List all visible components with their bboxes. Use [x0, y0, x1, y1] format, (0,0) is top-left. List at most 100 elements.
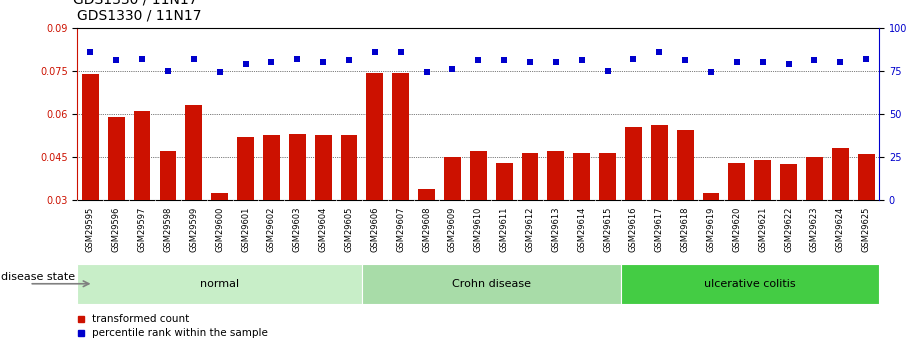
Text: transformed count: transformed count: [92, 314, 189, 324]
Point: [109, 58, 124, 63]
Bar: [522, 152, 538, 286]
Text: GSM29601: GSM29601: [241, 206, 250, 252]
Point: [575, 58, 589, 63]
Bar: [134, 111, 150, 286]
Bar: [237, 137, 254, 286]
Text: GSM29621: GSM29621: [758, 206, 767, 252]
Point: [135, 56, 149, 61]
Bar: [82, 73, 98, 286]
Bar: [625, 127, 642, 286]
Bar: [107, 117, 125, 286]
Text: GSM29599: GSM29599: [189, 206, 199, 252]
Bar: [650, 125, 668, 286]
Point: [394, 49, 408, 55]
Bar: [366, 73, 384, 286]
Text: GSM29596: GSM29596: [112, 206, 121, 252]
Point: [160, 68, 175, 73]
Text: GSM29603: GSM29603: [292, 206, 302, 252]
Bar: [263, 136, 280, 286]
Point: [652, 49, 667, 55]
Point: [367, 49, 382, 55]
Point: [755, 59, 770, 65]
Text: disease state: disease state: [1, 272, 75, 282]
Point: [833, 59, 847, 65]
Bar: [548, 151, 564, 286]
Text: percentile rank within the sample: percentile rank within the sample: [92, 328, 268, 338]
Point: [239, 61, 253, 67]
Bar: [362, 264, 620, 304]
Point: [626, 56, 640, 61]
Bar: [289, 134, 306, 286]
Text: GSM29625: GSM29625: [862, 206, 871, 252]
Bar: [314, 136, 332, 286]
Bar: [729, 163, 745, 286]
Point: [600, 68, 615, 73]
Point: [782, 61, 796, 67]
Text: GSM29624: GSM29624: [835, 206, 844, 252]
Bar: [341, 136, 357, 286]
Text: GSM29606: GSM29606: [371, 206, 379, 252]
Text: GSM29623: GSM29623: [810, 206, 819, 252]
Point: [83, 49, 97, 55]
Bar: [780, 164, 797, 286]
Point: [523, 59, 537, 65]
Point: [342, 58, 356, 63]
Point: [730, 59, 744, 65]
Text: GSM29619: GSM29619: [707, 206, 715, 252]
Bar: [754, 160, 771, 286]
Point: [316, 59, 331, 65]
Text: GSM29597: GSM29597: [138, 206, 147, 252]
Bar: [806, 157, 823, 286]
Bar: [159, 151, 177, 286]
Point: [807, 58, 822, 63]
Bar: [573, 152, 590, 286]
Bar: [832, 148, 849, 286]
Point: [187, 56, 201, 61]
Text: GSM29617: GSM29617: [655, 206, 664, 252]
Text: GSM29612: GSM29612: [526, 206, 535, 252]
Bar: [418, 189, 435, 286]
Point: [445, 66, 460, 72]
Point: [496, 58, 511, 63]
Text: GSM29618: GSM29618: [681, 206, 690, 252]
Text: GSM29609: GSM29609: [448, 206, 457, 252]
Text: GSM29611: GSM29611: [499, 206, 508, 252]
Text: GSM29602: GSM29602: [267, 206, 276, 252]
Text: GSM29615: GSM29615: [603, 206, 612, 252]
Bar: [444, 157, 461, 286]
Text: GSM29616: GSM29616: [629, 206, 638, 252]
Point: [548, 59, 563, 65]
Text: GSM29608: GSM29608: [422, 206, 431, 252]
Point: [678, 58, 692, 63]
Text: GSM29600: GSM29600: [215, 206, 224, 252]
Bar: [620, 264, 879, 304]
Text: GSM29610: GSM29610: [474, 206, 483, 252]
Text: normal: normal: [200, 279, 240, 289]
Text: Crohn disease: Crohn disease: [452, 279, 531, 289]
Bar: [702, 193, 720, 286]
Bar: [470, 151, 486, 286]
Bar: [186, 105, 202, 286]
Text: ulcerative colitis: ulcerative colitis: [704, 279, 795, 289]
Bar: [393, 73, 409, 286]
Text: GSM29595: GSM29595: [86, 206, 95, 252]
Bar: [599, 152, 616, 286]
Point: [212, 70, 227, 75]
Bar: [211, 193, 228, 286]
Text: GSM29604: GSM29604: [319, 206, 328, 252]
Text: GSM29613: GSM29613: [551, 206, 560, 252]
Point: [419, 70, 434, 75]
Bar: [677, 130, 693, 286]
Text: GSM29622: GSM29622: [784, 206, 793, 252]
Bar: [77, 264, 362, 304]
Point: [859, 56, 874, 61]
Text: GSM29598: GSM29598: [163, 206, 172, 252]
Text: GDS1330 / 11N17: GDS1330 / 11N17: [77, 8, 202, 22]
Text: GSM29607: GSM29607: [396, 206, 405, 252]
Point: [703, 70, 718, 75]
Bar: [858, 154, 875, 286]
Text: GSM29605: GSM29605: [344, 206, 353, 252]
Point: [264, 59, 279, 65]
Text: GSM29614: GSM29614: [578, 206, 586, 252]
Point: [290, 56, 304, 61]
